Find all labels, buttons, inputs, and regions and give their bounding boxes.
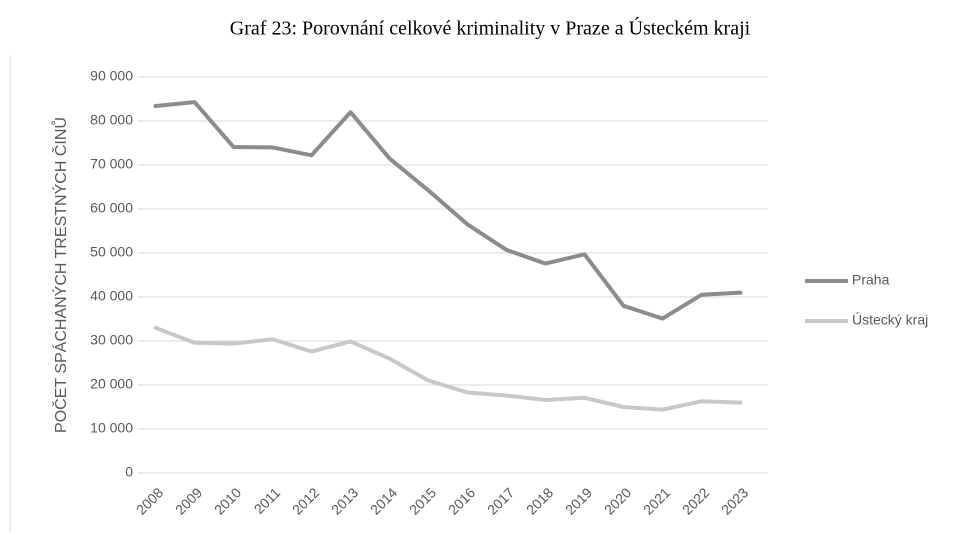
y-tick-label: 40 000 <box>90 288 133 304</box>
y-tick-label: 80 000 <box>90 112 133 128</box>
x-tick-label: 2010 <box>211 484 244 517</box>
legend-label: Praha <box>852 272 890 288</box>
y-tick-label: 70 000 <box>90 156 133 172</box>
x-tick-label: 2012 <box>289 484 322 517</box>
x-tick-label: 2016 <box>445 484 478 517</box>
x-tick-label: 2019 <box>562 484 595 517</box>
series-line <box>153 100 743 321</box>
y-axis-label: POČET SPÁCHANÝCH TRESTNÝCH ČINŮ <box>51 117 70 433</box>
legend-label: Ústecký kraj <box>852 312 928 328</box>
x-tick-label: 2018 <box>523 484 556 517</box>
x-tick-label: 2014 <box>367 484 400 517</box>
series-line <box>153 325 743 412</box>
y-tick-label: 10 000 <box>90 420 133 436</box>
x-tick-label: 2020 <box>601 484 634 517</box>
y-tick-label: 20 000 <box>90 376 133 392</box>
x-tick-label: 2008 <box>133 484 166 517</box>
y-tick-label: 0 <box>125 464 133 480</box>
x-tick-label: 2011 <box>251 484 284 517</box>
y-tick-label: 50 000 <box>90 244 133 260</box>
x-tick-label: 2009 <box>172 484 205 517</box>
x-tick-label: 2022 <box>679 484 712 517</box>
y-tick-label: 90 000 <box>90 68 133 84</box>
x-tick-label: 2023 <box>718 484 751 517</box>
x-tick-label: 2015 <box>406 484 439 517</box>
chart-title: Graf 23: Porovnání celkové kriminality v… <box>230 16 751 40</box>
y-tick-label: 60 000 <box>90 200 133 216</box>
x-tick-label: 2021 <box>640 484 673 517</box>
y-tick-label: 30 000 <box>90 332 133 348</box>
x-tick-label: 2017 <box>484 484 517 517</box>
x-tick-label: 2013 <box>328 484 361 517</box>
